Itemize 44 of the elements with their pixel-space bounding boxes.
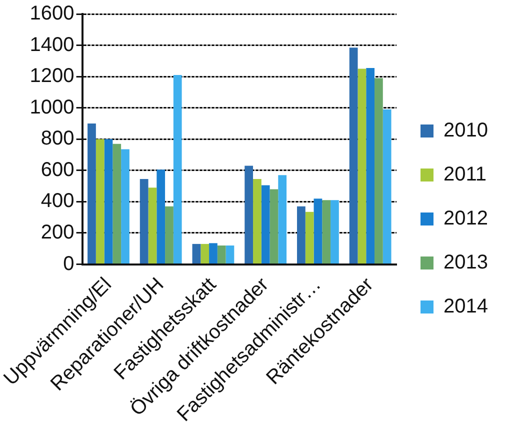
bar (261, 185, 270, 264)
bar (358, 68, 366, 264)
y-tick-label: 1200 (30, 65, 74, 88)
y-tick-label: 600 (40, 158, 74, 181)
bar (382, 109, 392, 264)
bar (88, 123, 96, 264)
bar (330, 200, 339, 264)
bar (217, 246, 226, 264)
bar (305, 212, 314, 264)
bar (374, 78, 383, 264)
bar (104, 139, 113, 264)
y-tick-label: 1000 (30, 96, 74, 118)
legend-label: 2010 (444, 120, 488, 142)
y-tick-label: 0 (63, 252, 74, 275)
bar (96, 139, 104, 264)
legend-label: 2013 (444, 252, 488, 274)
bar (209, 243, 218, 264)
bar (314, 198, 322, 264)
bar (173, 75, 182, 264)
bar (112, 144, 122, 264)
bar (253, 179, 262, 264)
bar (244, 166, 254, 264)
bar (366, 68, 375, 264)
y-tick-label: 1400 (30, 34, 74, 56)
y-tick-label: 1600 (30, 2, 74, 25)
bar (148, 188, 157, 264)
legend-label: 2014 (444, 296, 488, 318)
bar (192, 244, 201, 264)
y-tick-label: 800 (40, 128, 74, 150)
y-tick-label: 200 (40, 222, 74, 244)
bar (226, 246, 234, 264)
bar (322, 200, 331, 264)
legend-label: 2012 (444, 208, 488, 230)
bar (140, 179, 148, 264)
bar (165, 206, 174, 264)
bar (278, 175, 287, 264)
bar (200, 244, 210, 264)
legend-label: 2011 (444, 164, 487, 186)
bar (156, 170, 166, 264)
y-tick-label: 400 (40, 190, 74, 212)
bar (121, 149, 130, 264)
bar (297, 206, 306, 264)
bar (349, 48, 358, 264)
bar (270, 189, 278, 264)
